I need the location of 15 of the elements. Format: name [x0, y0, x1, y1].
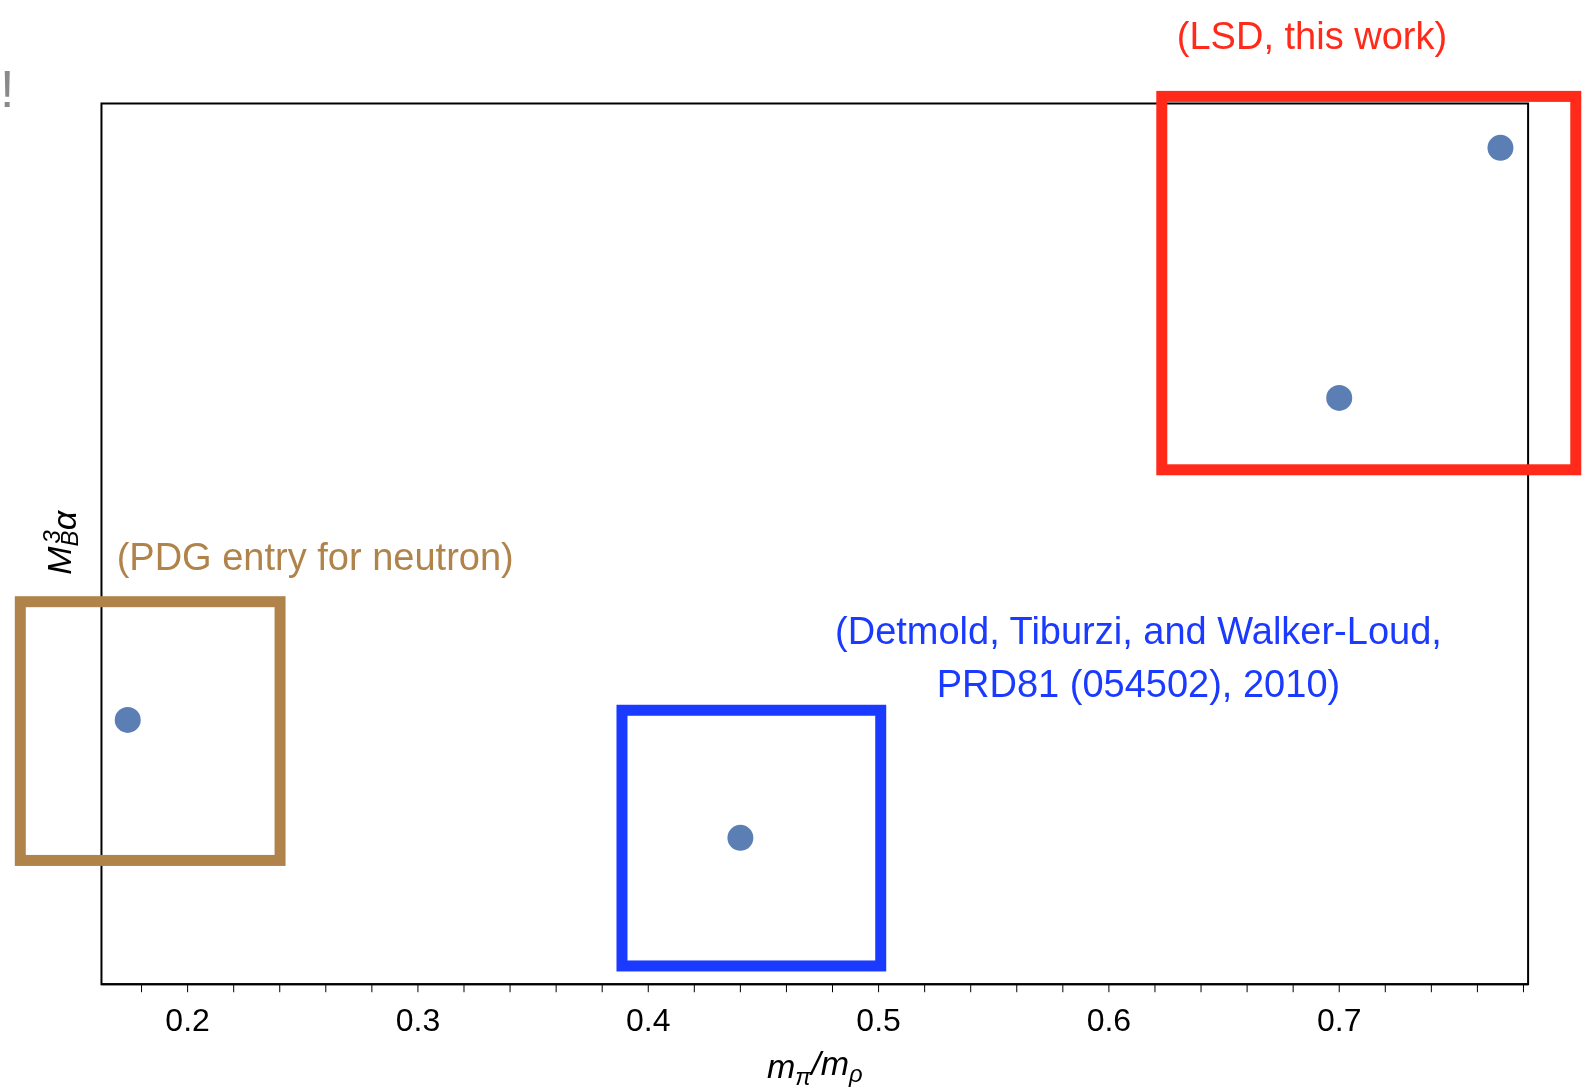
x-tick-label: 0.4: [626, 1001, 671, 1038]
text: !: [0, 59, 15, 118]
annotation: (PDG entry for neutron): [116, 536, 514, 579]
x-tick-label: 0.7: [1316, 1001, 1362, 1038]
x-tick-label: 0.2: [165, 1001, 210, 1038]
x-tick-label: 0.6: [1086, 1001, 1132, 1038]
point: [727, 824, 754, 851]
point: [1326, 384, 1353, 411]
x-tick-label: 0.5: [856, 1001, 901, 1038]
annotation: (Detmold, Tiburzi, and Walker-Loud, PRD81 (054502), 2010): [835, 610, 1442, 705]
text: (LSD, this work): [1176, 14, 1448, 57]
point: [114, 706, 141, 733]
x-axis-title: m$_{π}$/m$_{ρ}$: [766, 1043, 863, 1090]
point: [1487, 134, 1514, 161]
x-tick-label: 0.3: [395, 1001, 441, 1038]
